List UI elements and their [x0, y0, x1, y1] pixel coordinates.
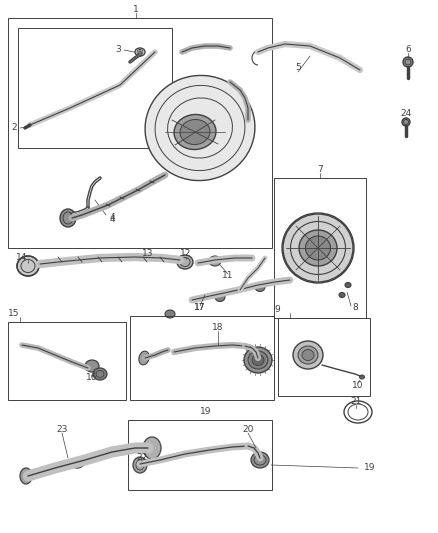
Ellipse shape	[60, 209, 76, 227]
Text: 13: 13	[142, 249, 154, 259]
Ellipse shape	[215, 293, 225, 302]
Ellipse shape	[143, 437, 161, 459]
Text: 4: 4	[109, 214, 115, 222]
Ellipse shape	[85, 360, 99, 372]
Text: 19: 19	[200, 408, 212, 416]
Ellipse shape	[177, 255, 193, 269]
Text: 17: 17	[194, 303, 206, 312]
Text: 23: 23	[57, 425, 68, 434]
Text: 22: 22	[136, 454, 148, 463]
Ellipse shape	[255, 282, 265, 292]
Text: 12: 12	[180, 249, 192, 259]
Bar	[18, 28, 172, 148]
Ellipse shape	[305, 236, 331, 260]
Ellipse shape	[174, 115, 216, 150]
Bar	[274, 178, 366, 318]
Text: 4: 4	[109, 215, 115, 224]
Ellipse shape	[298, 346, 318, 364]
Bar	[278, 318, 370, 396]
Ellipse shape	[339, 293, 345, 297]
Text: 17: 17	[194, 303, 206, 312]
Text: 24: 24	[400, 109, 412, 118]
Ellipse shape	[360, 375, 364, 379]
Ellipse shape	[244, 347, 272, 373]
Text: 2: 2	[11, 124, 17, 133]
Ellipse shape	[299, 230, 337, 266]
Ellipse shape	[251, 452, 269, 468]
Ellipse shape	[133, 457, 147, 473]
Text: 8: 8	[352, 303, 358, 312]
Ellipse shape	[71, 458, 85, 468]
Text: 18: 18	[212, 324, 224, 333]
Ellipse shape	[145, 76, 255, 181]
Ellipse shape	[402, 118, 410, 126]
Text: 3: 3	[115, 45, 121, 54]
Text: 14: 14	[16, 254, 28, 262]
Bar	[8, 18, 272, 248]
Ellipse shape	[248, 351, 268, 369]
Ellipse shape	[139, 351, 149, 365]
Bar	[8, 322, 126, 400]
Ellipse shape	[302, 350, 314, 360]
Text: 7: 7	[317, 166, 323, 174]
Ellipse shape	[93, 368, 107, 380]
Ellipse shape	[293, 341, 323, 369]
Text: 19: 19	[364, 464, 376, 472]
Bar	[128, 420, 272, 490]
Text: 5: 5	[295, 63, 301, 72]
Text: 21: 21	[350, 398, 362, 407]
Ellipse shape	[20, 468, 32, 484]
Ellipse shape	[209, 256, 221, 266]
Ellipse shape	[180, 119, 210, 144]
Text: 6: 6	[405, 45, 411, 54]
Text: 11: 11	[222, 271, 234, 280]
Text: 1: 1	[133, 5, 139, 14]
Text: 20: 20	[242, 425, 254, 434]
Ellipse shape	[252, 354, 264, 366]
Text: 9: 9	[274, 305, 280, 314]
Ellipse shape	[283, 214, 353, 282]
Bar	[130, 316, 274, 400]
Text: 10: 10	[352, 382, 364, 391]
Text: 16: 16	[86, 374, 98, 383]
Ellipse shape	[345, 282, 351, 287]
Ellipse shape	[403, 57, 413, 67]
Ellipse shape	[17, 256, 39, 276]
Text: 15: 15	[8, 310, 20, 319]
Ellipse shape	[165, 310, 175, 318]
